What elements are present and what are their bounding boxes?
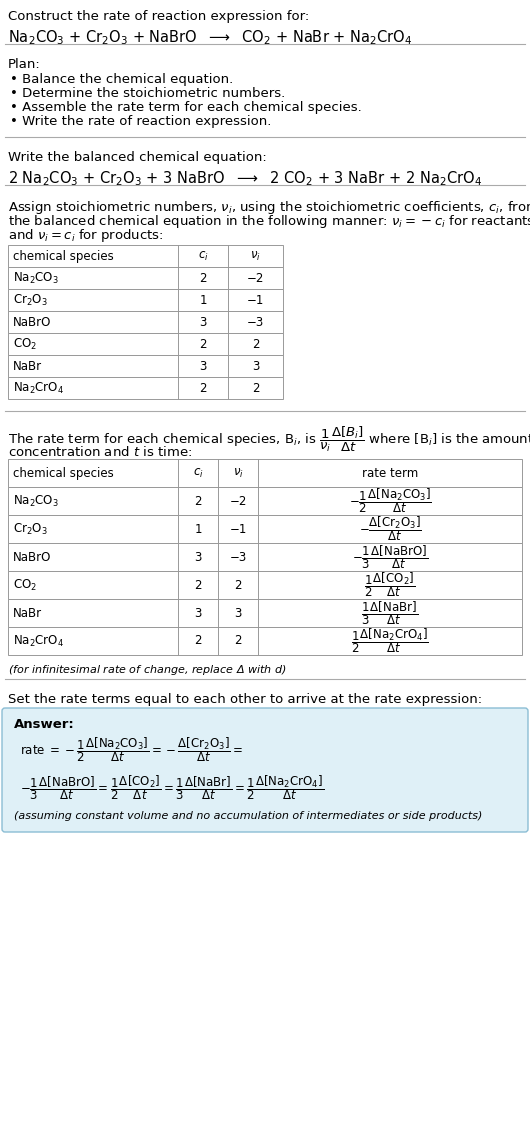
Bar — [8, 355, 283, 377]
Text: the balanced chemical equation in the following manner: $\nu_i = -c_i$ for react: the balanced chemical equation in the fo… — [8, 213, 530, 230]
Text: 2: 2 — [195, 635, 202, 648]
Text: (assuming constant volume and no accumulation of intermediates or side products): (assuming constant volume and no accumul… — [14, 811, 482, 820]
Text: • Assemble the rate term for each chemical species.: • Assemble the rate term for each chemic… — [10, 101, 362, 114]
Text: 3: 3 — [199, 315, 207, 329]
Bar — [8, 459, 522, 487]
Text: Cr$_2$O$_3$: Cr$_2$O$_3$ — [13, 521, 48, 536]
Bar — [8, 333, 283, 355]
Text: 2: 2 — [195, 578, 202, 592]
Text: Na$_2$CO$_3$: Na$_2$CO$_3$ — [13, 494, 59, 509]
Text: concentration and $t$ is time:: concentration and $t$ is time: — [8, 445, 192, 459]
Text: $c_i$: $c_i$ — [192, 467, 204, 479]
Text: $-\dfrac{\Delta[\mathrm{Cr_2O_3}]}{\Delta t}$: $-\dfrac{\Delta[\mathrm{Cr_2O_3}]}{\Delt… — [359, 514, 421, 543]
Text: −1: −1 — [229, 522, 246, 536]
Text: • Determine the stoichiometric numbers.: • Determine the stoichiometric numbers. — [10, 86, 285, 100]
Text: The rate term for each chemical species, B$_i$, is $\dfrac{1}{\nu_i}\dfrac{\Delt: The rate term for each chemical species,… — [8, 424, 530, 454]
Bar — [8, 516, 522, 543]
Text: • Balance the chemical equation.: • Balance the chemical equation. — [10, 73, 233, 86]
Text: Assign stoichiometric numbers, $\nu_i$, using the stoichiometric coefficients, $: Assign stoichiometric numbers, $\nu_i$, … — [8, 199, 530, 216]
Text: Na$_2$CO$_3$ + Cr$_2$O$_3$ + NaBrO  $\longrightarrow$  CO$_2$ + NaBr + Na$_2$CrO: Na$_2$CO$_3$ + Cr$_2$O$_3$ + NaBrO $\lon… — [8, 28, 412, 47]
Text: 2: 2 — [234, 635, 242, 648]
Text: Answer:: Answer: — [14, 718, 75, 731]
Text: NaBrO: NaBrO — [13, 315, 51, 329]
Text: $-\dfrac{1}{2}\dfrac{\Delta[\mathrm{Na_2CO_3}]}{\Delta t}$: $-\dfrac{1}{2}\dfrac{\Delta[\mathrm{Na_2… — [349, 487, 431, 516]
Text: Na$_2$CrO$_4$: Na$_2$CrO$_4$ — [13, 634, 64, 649]
Text: −3: −3 — [229, 551, 246, 563]
Text: 3: 3 — [234, 607, 242, 619]
Text: rate term: rate term — [362, 467, 418, 479]
Text: 2: 2 — [252, 381, 259, 395]
Text: $c_i$: $c_i$ — [198, 249, 208, 263]
Text: • Write the rate of reaction expression.: • Write the rate of reaction expression. — [10, 115, 271, 127]
Text: 3: 3 — [199, 360, 207, 372]
Text: −1: −1 — [247, 294, 264, 306]
Text: CO$_2$: CO$_2$ — [13, 577, 37, 593]
Text: 2: 2 — [195, 495, 202, 508]
Text: and $\nu_i = c_i$ for products:: and $\nu_i = c_i$ for products: — [8, 226, 164, 244]
Text: chemical species: chemical species — [13, 467, 114, 479]
Bar — [8, 245, 283, 267]
Bar — [8, 571, 522, 599]
Text: Na$_2$CO$_3$: Na$_2$CO$_3$ — [13, 271, 59, 286]
Text: NaBr: NaBr — [13, 607, 42, 619]
Text: 2: 2 — [234, 578, 242, 592]
Text: $\dfrac{1}{2}\dfrac{\Delta[\mathrm{CO_2}]}{\Delta t}$: $\dfrac{1}{2}\dfrac{\Delta[\mathrm{CO_2}… — [364, 570, 416, 600]
Bar — [8, 487, 522, 516]
Text: 1: 1 — [195, 522, 202, 536]
Text: $-\dfrac{1}{3}\dfrac{\Delta[\mathrm{NaBrO}]}{\Delta t}$: $-\dfrac{1}{3}\dfrac{\Delta[\mathrm{NaBr… — [352, 543, 428, 571]
Text: −3: −3 — [247, 315, 264, 329]
Text: 2 Na$_2$CO$_3$ + Cr$_2$O$_3$ + 3 NaBrO  $\longrightarrow$  2 CO$_2$ + 3 NaBr + 2: 2 Na$_2$CO$_3$ + Cr$_2$O$_3$ + 3 NaBrO $… — [8, 170, 482, 188]
Bar — [8, 599, 522, 627]
Text: −2: −2 — [229, 495, 246, 508]
Text: 3: 3 — [195, 607, 202, 619]
Text: chemical species: chemical species — [13, 249, 114, 263]
Bar — [8, 377, 283, 399]
Text: 3: 3 — [252, 360, 259, 372]
Bar — [8, 543, 522, 571]
Text: 2: 2 — [199, 272, 207, 284]
Text: (for infinitesimal rate of change, replace Δ with $d$): (for infinitesimal rate of change, repla… — [8, 663, 287, 677]
Text: Construct the rate of reaction expression for:: Construct the rate of reaction expressio… — [8, 10, 309, 23]
Text: NaBr: NaBr — [13, 360, 42, 372]
Text: Plan:: Plan: — [8, 58, 41, 71]
Text: 1: 1 — [199, 294, 207, 306]
Text: rate $= -\dfrac{1}{2}\dfrac{\Delta[\mathrm{Na_2CO_3}]}{\Delta t} = -\dfrac{\Delt: rate $= -\dfrac{1}{2}\dfrac{\Delta[\math… — [20, 735, 243, 764]
Text: Write the balanced chemical equation:: Write the balanced chemical equation: — [8, 151, 267, 164]
Text: 2: 2 — [199, 381, 207, 395]
Text: NaBrO: NaBrO — [13, 551, 51, 563]
Text: $-\dfrac{1}{3}\dfrac{\Delta[\mathrm{NaBrO}]}{\Delta t} = \dfrac{1}{2}\dfrac{\Del: $-\dfrac{1}{3}\dfrac{\Delta[\mathrm{NaBr… — [20, 773, 324, 802]
Text: 2: 2 — [199, 338, 207, 351]
Bar — [8, 289, 283, 311]
Text: CO$_2$: CO$_2$ — [13, 337, 37, 352]
Bar — [8, 267, 283, 289]
Text: $\nu_i$: $\nu_i$ — [233, 467, 243, 479]
Text: 3: 3 — [195, 551, 202, 563]
Text: $\nu_i$: $\nu_i$ — [250, 249, 261, 263]
Bar — [8, 627, 522, 655]
Text: $\dfrac{1}{2}\dfrac{\Delta[\mathrm{Na_2CrO_4}]}{\Delta t}$: $\dfrac{1}{2}\dfrac{\Delta[\mathrm{Na_2C… — [351, 627, 429, 655]
FancyBboxPatch shape — [2, 708, 528, 832]
Text: −2: −2 — [247, 272, 264, 284]
Text: Cr$_2$O$_3$: Cr$_2$O$_3$ — [13, 292, 48, 307]
Text: 2: 2 — [252, 338, 259, 351]
Bar — [8, 311, 283, 333]
Text: $\dfrac{1}{3}\dfrac{\Delta[\mathrm{NaBr}]}{\Delta t}$: $\dfrac{1}{3}\dfrac{\Delta[\mathrm{NaBr}… — [361, 599, 419, 627]
Text: Set the rate terms equal to each other to arrive at the rate expression:: Set the rate terms equal to each other t… — [8, 693, 482, 706]
Text: Na$_2$CrO$_4$: Na$_2$CrO$_4$ — [13, 380, 64, 396]
